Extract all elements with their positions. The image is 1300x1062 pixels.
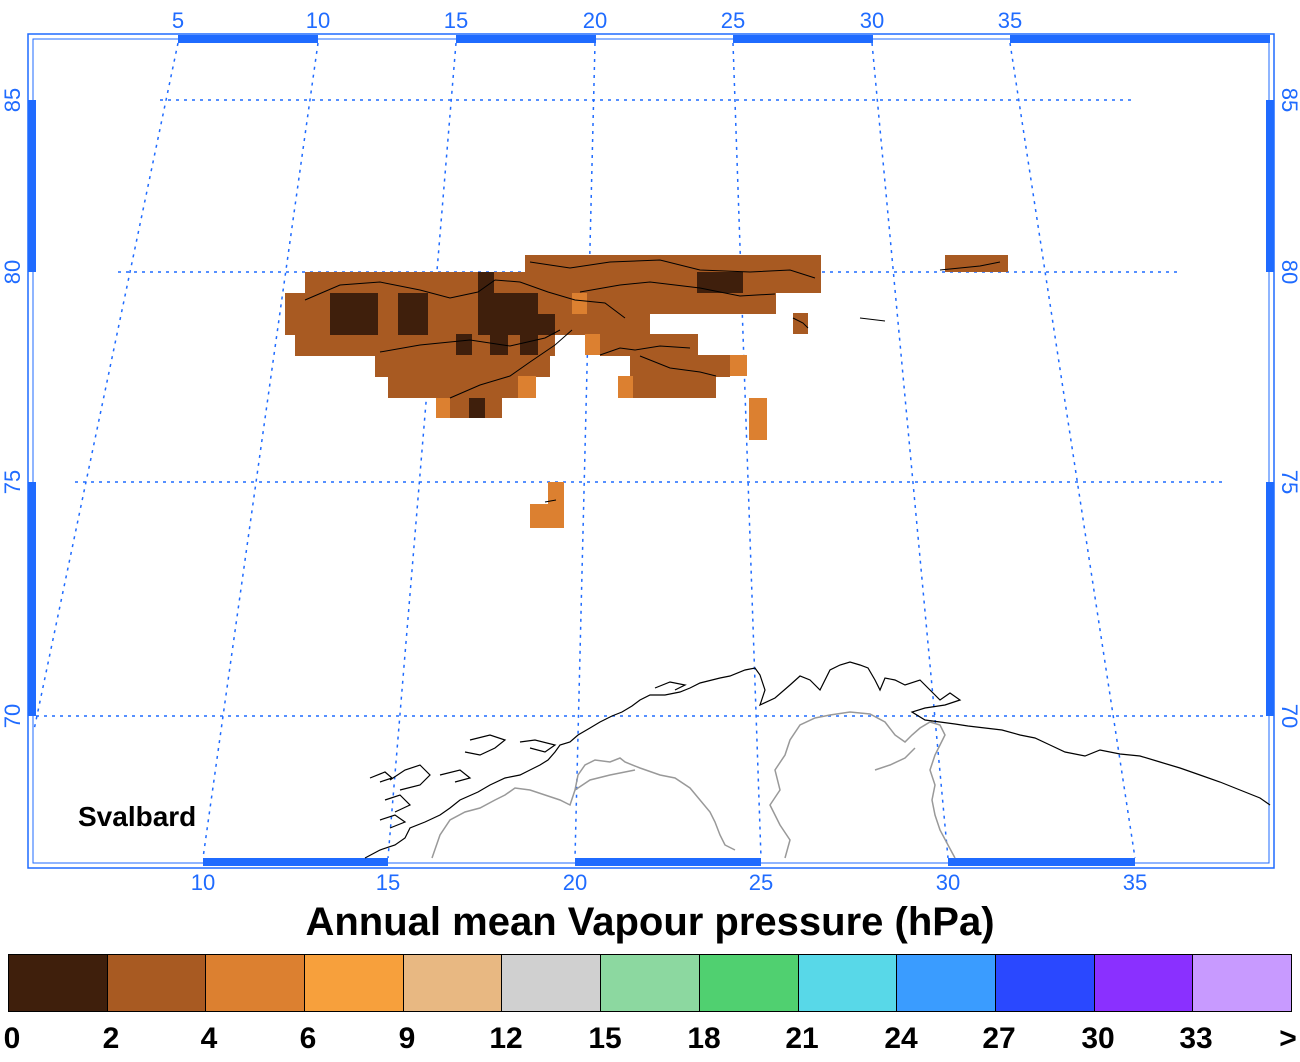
- axis-blocks: [28, 35, 1274, 866]
- legend-label: 4: [200, 1022, 218, 1055]
- legend-swatch-24-27: [897, 955, 996, 1011]
- legend-label: 9: [398, 1022, 416, 1055]
- lon-label-top-5: 5: [172, 8, 184, 33]
- legend-label: 6: [299, 1022, 317, 1055]
- map-frame: [27, 33, 1275, 869]
- legend-label: 12: [489, 1022, 523, 1055]
- lon-label-bottom-30: 30: [936, 870, 960, 895]
- lon-label-bottom-10: 10: [191, 870, 215, 895]
- national-borders: [431, 711, 956, 859]
- lon-label-bottom-25: 25: [749, 870, 773, 895]
- legend-swatch-15-18: [601, 955, 700, 1011]
- lon-label-bottom-20: 20: [563, 870, 587, 895]
- legend-label: 24: [884, 1022, 918, 1055]
- legend-swatch-30-33: [1094, 955, 1194, 1011]
- map-panel: 5 10 15 20 25 30 35 10 15 20 25 30 35 85…: [0, 8, 1300, 895]
- lon-label-bottom-15: 15: [376, 870, 400, 895]
- lon-label-top-25: 25: [721, 8, 745, 33]
- legend-label: 30: [1081, 1022, 1115, 1055]
- lat-label-right-85: 85: [1277, 88, 1300, 112]
- legend-label: 33: [1179, 1022, 1213, 1055]
- vapour-class-2-4: [285, 255, 1008, 418]
- color-legend: [8, 954, 1292, 1012]
- legend-label: >: [1279, 1022, 1297, 1055]
- graticule: [33, 42, 1266, 859]
- lon-label-top-35: 35: [998, 8, 1022, 33]
- lon-label-bottom-35: 35: [1123, 870, 1147, 895]
- top-longitude-labels: 5 10 15 20 25 30 35: [172, 8, 1022, 33]
- bottom-longitude-labels: 10 15 20 25 30 35: [191, 870, 1147, 895]
- lat-label-right-70: 70: [1277, 704, 1300, 728]
- region-label: Svalbard: [78, 801, 196, 832]
- legend-label: 18: [687, 1022, 721, 1055]
- legend-labels: 0 2 4 6 9 12 15 18 21 24 27 30 33 >: [0, 1022, 1300, 1062]
- legend-label: 27: [982, 1022, 1016, 1055]
- lat-label-left-75: 75: [0, 470, 25, 494]
- legend-swatch-4-6: [206, 955, 306, 1011]
- lat-label-right-80: 80: [1277, 260, 1300, 284]
- lat-label-left-70: 70: [0, 704, 25, 728]
- lat-label-left-85: 85: [0, 88, 25, 112]
- lon-label-top-20: 20: [583, 8, 607, 33]
- legend-label: 0: [3, 1022, 21, 1055]
- legend-swatch-27-30: [995, 955, 1095, 1011]
- lat-label-right-75: 75: [1277, 470, 1300, 494]
- vapour-class-4-6: [436, 293, 767, 528]
- lon-label-top-15: 15: [444, 8, 468, 33]
- left-latitude-labels: 85 80 75 70: [0, 88, 25, 728]
- legend-swatch-21-24: [798, 955, 898, 1011]
- scandinavia-coastline: [364, 661, 1271, 859]
- map-inner-frame: [32, 38, 1270, 864]
- lon-label-top-30: 30: [860, 8, 884, 33]
- legend-swatch-12-15: [502, 955, 602, 1011]
- legend-swatch-6-9: [305, 955, 404, 1011]
- legend-swatch-0-2: [9, 955, 108, 1011]
- legend-label: 15: [588, 1022, 622, 1055]
- legend-swatch-33-plus: [1193, 955, 1291, 1011]
- legend-label: 2: [102, 1022, 120, 1055]
- lat-label-left-80: 80: [0, 260, 25, 284]
- svalbard-outline: [304, 259, 1001, 503]
- legend-swatch-18-21: [699, 955, 799, 1011]
- legend-label: 21: [785, 1022, 819, 1055]
- lon-label-top-10: 10: [306, 8, 330, 33]
- map-title: Annual mean Vapour pressure (hPa): [305, 900, 995, 944]
- right-latitude-labels: 85 80 75 70: [1277, 88, 1300, 728]
- legend-swatch-2-4: [107, 955, 207, 1011]
- legend-swatch-9-12: [403, 955, 503, 1011]
